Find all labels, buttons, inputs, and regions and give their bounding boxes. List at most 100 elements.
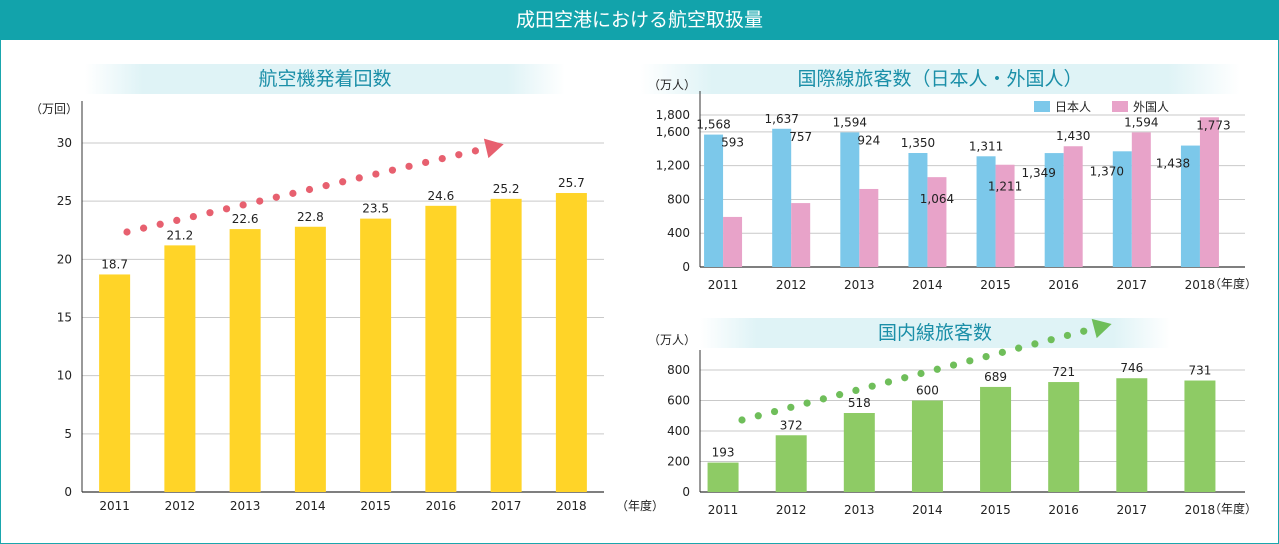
chart2-data-label-japanese: 1,637 (765, 112, 799, 126)
chart1-unit-label: （万回） (30, 102, 78, 116)
chart3-ytick: 0 (682, 485, 690, 499)
chart2-unit-label: （万人） (648, 78, 696, 92)
chart1-trend-arrow-dot (189, 212, 197, 221)
chart1-ytick: 5 (64, 427, 72, 441)
chart2-data-label-foreign: 1,064 (920, 192, 954, 206)
chart3-ytick: 600 (667, 394, 690, 408)
chart3-trend-arrow-dot (901, 374, 909, 382)
chart2-bar-japanese (772, 128, 792, 267)
chart2-data-label-foreign: 1,430 (1056, 129, 1090, 143)
chart3-bar (707, 462, 739, 492)
chart2-bar-foreign (723, 216, 743, 267)
chart2-bar-foreign (995, 164, 1015, 267)
chart1-title: 航空機発着回数 (85, 64, 565, 94)
chart2-xtick: 2014 (912, 278, 943, 292)
chart1-xtick: 2018 (556, 499, 587, 513)
chart1-trend-arrow-dot (139, 224, 148, 232)
chart1-ytick: 15 (57, 311, 72, 325)
chart1-trend-arrow-dot (339, 178, 347, 186)
chart1-year-unit: （年度） (616, 498, 664, 513)
chart1-trend-arrow-dot (206, 209, 214, 217)
chart1-ytick: 25 (57, 194, 72, 208)
chart3-trend-arrow-dot (1015, 344, 1023, 352)
chart2-ytick: 0 (682, 260, 690, 274)
chart1-trend-arrow-dot (405, 162, 413, 170)
chart1-data-label: 24.6 (428, 189, 455, 203)
chart3-xtick: 2014 (912, 503, 943, 517)
chart3-xtick: 2013 (844, 503, 875, 517)
chart3-bar (1116, 378, 1148, 492)
chart1-trend-arrow-dot (305, 185, 314, 194)
chart3-title: 国内線旅客数 (700, 318, 1170, 348)
chart3-trend-arrow-dot (770, 407, 779, 416)
chart2-bar-japanese (840, 132, 860, 267)
chart2-data-label-japanese: 1,349 (1022, 166, 1056, 180)
chart3-ytick: 800 (667, 363, 690, 377)
chart2-ytick: 1,800 (656, 108, 690, 122)
chart1-trend-arrow-dot (322, 182, 330, 190)
page-header: 成田空港における航空取扱量 (0, 0, 1279, 40)
chart1-data-label: 21.2 (167, 228, 194, 242)
chart1-ytick: 20 (57, 252, 72, 266)
chart3-data-label: 746 (1120, 361, 1143, 375)
chart2-bar-japanese (704, 134, 724, 267)
chart1-trend-arrow-dot (471, 147, 480, 155)
chart2-data-label-foreign: 1,594 (1124, 115, 1158, 129)
chart1-trend-arrow-dot (256, 197, 264, 205)
chart2-xtick: 2017 (1117, 278, 1148, 292)
chart2-data-label-foreign: 593 (721, 136, 744, 150)
chart2-xtick: 2013 (844, 278, 875, 292)
legend-swatch-foreign (1112, 101, 1128, 112)
chart3-data-label: 721 (1052, 365, 1075, 379)
chart3-trend-arrow-dot (1047, 336, 1055, 344)
chart1-bar (229, 229, 261, 492)
chart1-xtick: 2017 (491, 499, 522, 513)
chart3-bar (911, 400, 943, 492)
chart2-data-label-foreign: 757 (789, 130, 812, 144)
chart2-bar-foreign (927, 177, 947, 267)
chart3-bar (1048, 382, 1080, 492)
chart1-xtick: 2013 (230, 499, 261, 513)
chart1-data-label: 23.5 (362, 202, 389, 216)
chart2-xtick: 2015 (980, 278, 1011, 292)
chart3-trend-arrow-dot (738, 416, 746, 424)
chart3-trend-arrow-dot (933, 365, 941, 373)
chart2-ytick: 800 (667, 192, 690, 206)
chart1-trend-arrow-dot (289, 189, 297, 197)
chart1-xtick: 2015 (360, 499, 391, 513)
chart3-trend-arrow-dot (819, 395, 827, 403)
chart2-year-unit: （年度） (1209, 276, 1257, 291)
chart3-trend-arrow-dot (754, 412, 762, 420)
chart3-xtick: 2011 (708, 503, 739, 517)
chart3-ytick: 400 (667, 424, 690, 438)
chart1-trend-arrow-dot (222, 205, 231, 213)
chart2-xtick: 2018 (1185, 278, 1216, 292)
chart1-trend-arrow-dot (422, 158, 430, 167)
chart3-data-label: 689 (984, 370, 1007, 384)
chart2-data-label-japanese: 1,350 (901, 136, 935, 150)
chart1-xtick: 2016 (426, 499, 457, 513)
chart3-ytick: 200 (667, 455, 690, 469)
chart1-bar (164, 245, 196, 492)
chart3-trend-arrow-dot (803, 399, 811, 407)
legend-foreign: 外国人 (1112, 98, 1169, 115)
chart2-ytick: 1,600 (656, 125, 690, 139)
chart3-xtick: 2018 (1185, 503, 1216, 517)
chart2-data-label-japanese: 1,568 (696, 118, 730, 132)
chart1-trend-arrow-dot (438, 154, 446, 163)
chart3-data-label: 731 (1188, 364, 1211, 378)
legend-label-foreign: 外国人 (1133, 100, 1170, 114)
chart2-bar-foreign (859, 188, 879, 267)
chart1-xtick: 2014 (295, 499, 326, 513)
chart3-trend-arrow-dot (836, 391, 844, 399)
legend-japanese: 日本人 (1034, 98, 1091, 115)
chart3-trend-arrow-dot (884, 378, 893, 386)
legend-swatch-japanese (1034, 101, 1050, 112)
chart3-trend-arrow-dot (982, 352, 990, 361)
chart2-bar-japanese (908, 153, 928, 267)
chart3-xtick: 2012 (776, 503, 807, 517)
chart1-trend-arrow-dot (239, 201, 247, 209)
legend-label-japanese: 日本人 (1055, 100, 1092, 114)
chart3-xtick: 2015 (980, 503, 1011, 517)
